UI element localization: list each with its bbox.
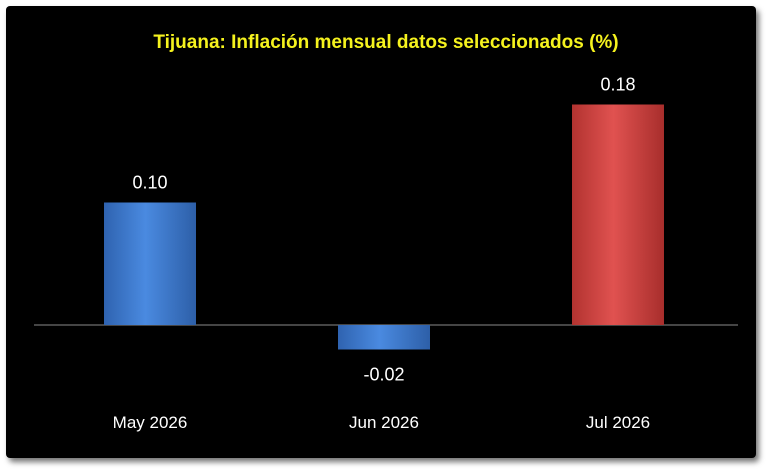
category-label: May 2026 xyxy=(113,413,188,432)
data-label: -0.02 xyxy=(363,365,404,385)
category-label: Jul 2026 xyxy=(586,413,650,432)
chart-frame: Tijuana: Inflación mensual datos selecci… xyxy=(6,6,756,458)
data-label: 0.18 xyxy=(600,75,635,95)
bar-chart: Tijuana: Inflación mensual datos selecci… xyxy=(34,32,738,432)
category-label: Jun 2026 xyxy=(349,413,419,432)
chart-title: Tijuana: Inflación mensual datos selecci… xyxy=(153,32,618,53)
bar-jul-2026 xyxy=(572,104,664,325)
data-label: 0.10 xyxy=(132,173,167,193)
bar-may-2026 xyxy=(104,202,196,325)
bar-jun-2026 xyxy=(338,325,430,350)
